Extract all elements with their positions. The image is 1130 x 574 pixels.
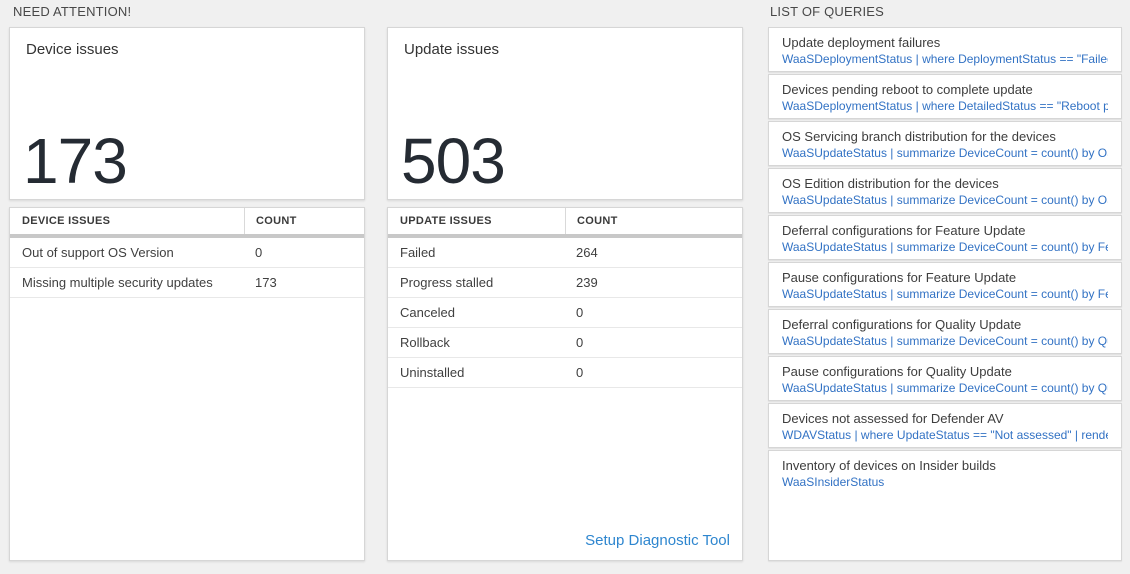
query-list: Update deployment failures WaaSDeploymen… bbox=[768, 27, 1122, 561]
queries-column: LIST OF QUERIES Update deployment failur… bbox=[768, 0, 1122, 574]
update-issues-column: Update issues 503 UPDATE ISSUES COUNT Fa… bbox=[387, 0, 743, 574]
row-count: 0 bbox=[255, 245, 263, 260]
row-label: Missing multiple security updates bbox=[22, 275, 213, 290]
row-count: 0 bbox=[576, 305, 584, 320]
row-count: 0 bbox=[576, 335, 584, 350]
table-row[interactable]: Rollback 0 bbox=[388, 328, 742, 358]
row-label: Out of support OS Version bbox=[22, 245, 174, 260]
device-issues-table: DEVICE ISSUES COUNT Out of support OS Ve… bbox=[9, 207, 365, 561]
query-item[interactable]: Devices not assessed for Defender AV WDA… bbox=[768, 403, 1122, 448]
row-label: Failed bbox=[400, 245, 436, 260]
update-table-header-count: COUNT bbox=[565, 208, 742, 234]
query-text: WDAVStatus | where UpdateStatus == "Not … bbox=[782, 428, 1108, 442]
update-table-header-row: UPDATE ISSUES COUNT bbox=[388, 208, 742, 234]
update-issues-title: Update issues bbox=[404, 41, 500, 58]
row-label: Uninstalled bbox=[400, 365, 465, 380]
row-count: 239 bbox=[576, 275, 598, 290]
update-issues-table: UPDATE ISSUES COUNT Failed 264 Progress … bbox=[387, 207, 743, 561]
update-issues-count: 503 bbox=[401, 124, 506, 197]
query-item[interactable]: OS Edition distribution for the devices … bbox=[768, 168, 1122, 213]
table-row[interactable]: Canceled 0 bbox=[388, 298, 742, 328]
device-table-header-row: DEVICE ISSUES COUNT bbox=[10, 208, 364, 234]
query-text: WaaSDeploymentStatus | where DeploymentS… bbox=[782, 52, 1108, 66]
query-text: WaaSUpdateStatus | summarize DeviceCount… bbox=[782, 381, 1108, 395]
query-title: OS Edition distribution for the devices bbox=[782, 176, 999, 191]
query-title: Devices not assessed for Defender AV bbox=[782, 411, 1004, 426]
query-text: WaaSUpdateStatus | summarize DeviceCount… bbox=[782, 193, 1108, 207]
query-text: WaaSUpdateStatus | summarize DeviceCount… bbox=[782, 287, 1108, 301]
setup-diagnostic-tool-link[interactable]: Setup Diagnostic Tool bbox=[585, 532, 730, 549]
table-row[interactable]: Out of support OS Version 0 bbox=[10, 238, 364, 268]
query-text: WaaSUpdateStatus | summarize DeviceCount… bbox=[782, 146, 1108, 160]
query-title: Pause configurations for Quality Update bbox=[782, 364, 1012, 379]
update-table-header-issues: UPDATE ISSUES bbox=[400, 215, 492, 227]
table-row[interactable]: Uninstalled 0 bbox=[388, 358, 742, 388]
query-text: WaaSInsiderStatus bbox=[782, 475, 885, 489]
row-label: Rollback bbox=[400, 335, 450, 350]
query-title: Deferral configurations for Feature Upda… bbox=[782, 223, 1026, 238]
device-issues-count: 173 bbox=[23, 124, 128, 197]
device-issues-tile[interactable]: Device issues 173 bbox=[9, 27, 365, 200]
device-table-header-count: COUNT bbox=[244, 208, 364, 234]
query-item[interactable]: Devices pending reboot to complete updat… bbox=[768, 74, 1122, 119]
table-row[interactable]: Failed 264 bbox=[388, 238, 742, 268]
query-title: OS Servicing branch distribution for the… bbox=[782, 129, 1056, 144]
query-text: WaaSUpdateStatus | summarize DeviceCount… bbox=[782, 334, 1108, 348]
query-title: Update deployment failures bbox=[782, 35, 941, 50]
row-count: 0 bbox=[576, 365, 584, 380]
device-issues-column: NEED ATTENTION! Device issues 173 DEVICE… bbox=[9, 0, 365, 574]
query-title: Devices pending reboot to complete updat… bbox=[782, 82, 1033, 97]
table-row[interactable]: Progress stalled 239 bbox=[388, 268, 742, 298]
row-label: Canceled bbox=[400, 305, 455, 320]
query-title: Pause configurations for Feature Update bbox=[782, 270, 1017, 285]
device-issues-title: Device issues bbox=[26, 41, 119, 58]
query-item[interactable]: Inventory of devices on Insider builds W… bbox=[768, 450, 1122, 561]
query-title: Deferral configurations for Quality Upda… bbox=[782, 317, 1022, 332]
list-of-queries-header: LIST OF QUERIES bbox=[770, 4, 885, 19]
row-label: Progress stalled bbox=[400, 275, 494, 290]
need-attention-header: NEED ATTENTION! bbox=[13, 4, 132, 19]
query-text: WaaSDeploymentStatus | where DetailedSta… bbox=[782, 99, 1108, 113]
query-item[interactable]: Deferral configurations for Feature Upda… bbox=[768, 215, 1122, 260]
query-item[interactable]: Pause configurations for Feature Update … bbox=[768, 262, 1122, 307]
row-count: 173 bbox=[255, 275, 277, 290]
row-count: 264 bbox=[576, 245, 598, 260]
table-divider-bar bbox=[10, 234, 364, 238]
query-item[interactable]: Deferral configurations for Quality Upda… bbox=[768, 309, 1122, 354]
table-row[interactable]: Missing multiple security updates 173 bbox=[10, 268, 364, 298]
update-issues-tile[interactable]: Update issues 503 bbox=[387, 27, 743, 200]
table-divider-bar bbox=[388, 234, 742, 238]
query-text: WaaSUpdateStatus | summarize DeviceCount… bbox=[782, 240, 1108, 254]
query-title: Inventory of devices on Insider builds bbox=[782, 458, 996, 473]
query-item[interactable]: Pause configurations for Quality Update … bbox=[768, 356, 1122, 401]
query-item[interactable]: OS Servicing branch distribution for the… bbox=[768, 121, 1122, 166]
device-table-header-issues: DEVICE ISSUES bbox=[22, 215, 111, 227]
query-item[interactable]: Update deployment failures WaaSDeploymen… bbox=[768, 27, 1122, 72]
